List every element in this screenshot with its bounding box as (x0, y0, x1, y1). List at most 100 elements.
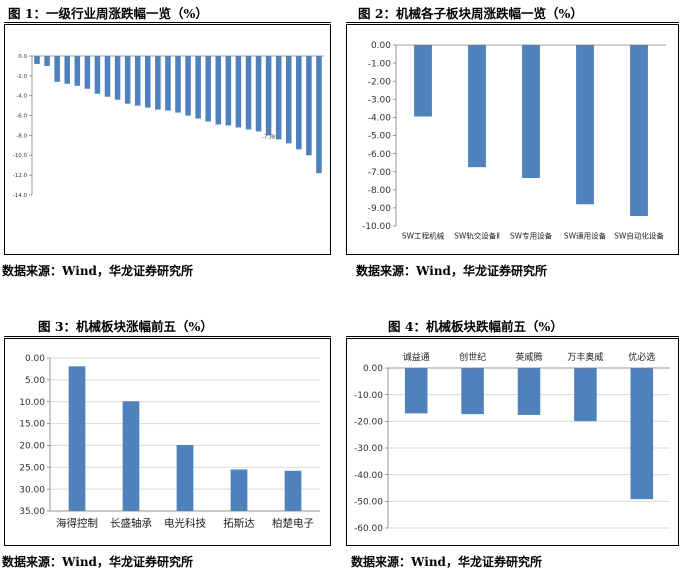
fig3-ytick-label: 20.00 (19, 442, 45, 452)
fig4-ytick-label: -20.00 (354, 417, 383, 427)
fig1-bar (124, 56, 131, 104)
fig3-ytick-label: 35.00 (19, 507, 45, 517)
fig4-category-label: 英威腾 (515, 351, 542, 363)
fig3-bar (230, 469, 248, 511)
fig2-ytick-label: -6.00 (368, 150, 392, 160)
fig2-bar (468, 45, 486, 168)
fig3-source: 数据来源：Wind，华龙证券研究所 (2, 555, 193, 569)
fig4-ytick-label: -10.00 (354, 391, 383, 401)
fig1-data-label: -7.38 (262, 134, 275, 140)
fig4-rule (346, 336, 679, 337)
fig1-bar (245, 56, 252, 130)
fig3-ytick-label: 15.00 (19, 420, 45, 430)
fig2-bar (522, 45, 540, 179)
fig1-bar (74, 56, 81, 86)
fig3-ytick-label: 0.00 (25, 354, 45, 364)
fig1-ytick-label: -4.0 (16, 94, 27, 100)
fig2-ytick-label: -9.00 (368, 204, 392, 214)
fig4-ytick-label: 0.00 (363, 364, 383, 374)
fig1-bar (205, 56, 211, 122)
fig3-ytick-label: 5.00 (25, 376, 45, 386)
fig4-ytick-label: -30.00 (354, 444, 383, 454)
fig3-category-label: 柏楚电子 (272, 517, 314, 530)
fig1-bar (195, 56, 201, 119)
fig1-ytick-label: 0.0 (18, 54, 27, 60)
fig3-ytick-label: 25.00 (19, 463, 45, 473)
fig3-category-label: 长盛轴承 (110, 517, 152, 530)
fig1-bar (134, 56, 141, 106)
fig4-bar (517, 368, 541, 415)
fig1-ytick-label: -14.0 (13, 193, 28, 199)
fig1-bar (64, 56, 71, 84)
fig1-bar (265, 56, 272, 136)
fig1-bar (225, 56, 232, 126)
fig1-bar (275, 56, 282, 140)
fig1-bar (114, 56, 121, 100)
fig2-ytick-label: -7.00 (368, 168, 392, 178)
fig1-bar (54, 56, 60, 82)
fig1-bar (34, 56, 40, 64)
fig2-ytick-label: -5.00 (368, 132, 392, 142)
fig2-bar (414, 45, 432, 117)
fig2-category-label: SW自动化设备 (614, 231, 664, 241)
fig1-source: 数据来源：Wind，华龙证券研究所 (2, 264, 193, 278)
fig2-category-label: SW工程机械 (402, 231, 445, 241)
fig3-rule (4, 336, 331, 337)
fig1-bar (94, 56, 101, 94)
fig3-title: 图 3：机械板块涨幅前五（%） (38, 319, 213, 334)
fig1-bar (104, 56, 111, 97)
fig1-bar (155, 56, 161, 110)
fig4-source: 数据来源：Wind，华龙证券研究所 (351, 555, 542, 569)
fig3-bar (122, 401, 140, 511)
fig1-rule (4, 22, 331, 23)
fig3-category-label: 电光科技 (164, 517, 206, 530)
fig2-ytick-label: -2.00 (368, 77, 392, 87)
fig3-category-label: 海得控制 (56, 517, 98, 530)
fig1-bar (185, 56, 191, 116)
fig2-ytick-label: -1.00 (368, 59, 392, 69)
fig1-bar (235, 56, 242, 128)
fig3-ytick-label: 10.00 (19, 398, 45, 408)
fig2-category-label: SW通用设备 (564, 231, 607, 241)
fig1-bar (285, 56, 292, 144)
fig1-bar (175, 56, 181, 113)
fig1-ytick-label: -10.0 (13, 153, 28, 159)
fig1-ytick-label: -2.0 (16, 74, 27, 80)
fig2-ytick-label: 0.00 (371, 41, 391, 51)
fig2-bar (576, 45, 594, 205)
fig4-category-label: 优必选 (628, 351, 655, 363)
fig4-ytick-label: -60.00 (354, 524, 383, 534)
fig4-category-label: 诚益通 (403, 351, 430, 363)
fig3-category-label: 拓斯达 (223, 517, 255, 530)
fig1-ytick-label: -12.0 (13, 173, 28, 179)
fig4-bar (630, 368, 654, 500)
fig3-bar (68, 366, 86, 511)
fig4-category-label: 万丰奥威 (567, 351, 603, 363)
fig1-bar (165, 56, 171, 111)
fig1-ytick-label: -8.0 (16, 133, 27, 139)
fig4-ytick-label: -50.00 (354, 497, 383, 507)
fig2-rule (346, 22, 679, 23)
fig2-ytick-label: -3.00 (368, 95, 392, 105)
fig4-ytick-label: -40.00 (354, 471, 383, 481)
fig4-title: 图 4：机械板块跌幅前五（%） (388, 319, 563, 334)
fig1-bar (215, 56, 222, 125)
fig2-source: 数据来源：Wind，华龙证券研究所 (356, 264, 547, 278)
fig1-bar (145, 56, 151, 108)
fig3-bar (284, 470, 302, 511)
fig4-bar (461, 368, 484, 415)
fig1-bar (306, 56, 312, 156)
fig4-category-label: 创世纪 (459, 351, 486, 363)
fig2-ytick-label: -10.00 (362, 222, 391, 232)
fig4-bar (574, 368, 597, 422)
fig2-title: 图 2：机械各子板块周涨跌幅一览（%） (358, 6, 583, 21)
fig4-bar (404, 368, 428, 414)
fig2-category-label: SW专用设备 (510, 231, 553, 241)
fig4-frame (346, 338, 679, 546)
fig2-ytick-label: -8.00 (368, 186, 392, 196)
fig1-bar (316, 56, 322, 174)
fig1-ytick-label: -6.0 (16, 113, 27, 119)
fig3-bar (176, 444, 194, 511)
fig2-frame (346, 24, 679, 255)
